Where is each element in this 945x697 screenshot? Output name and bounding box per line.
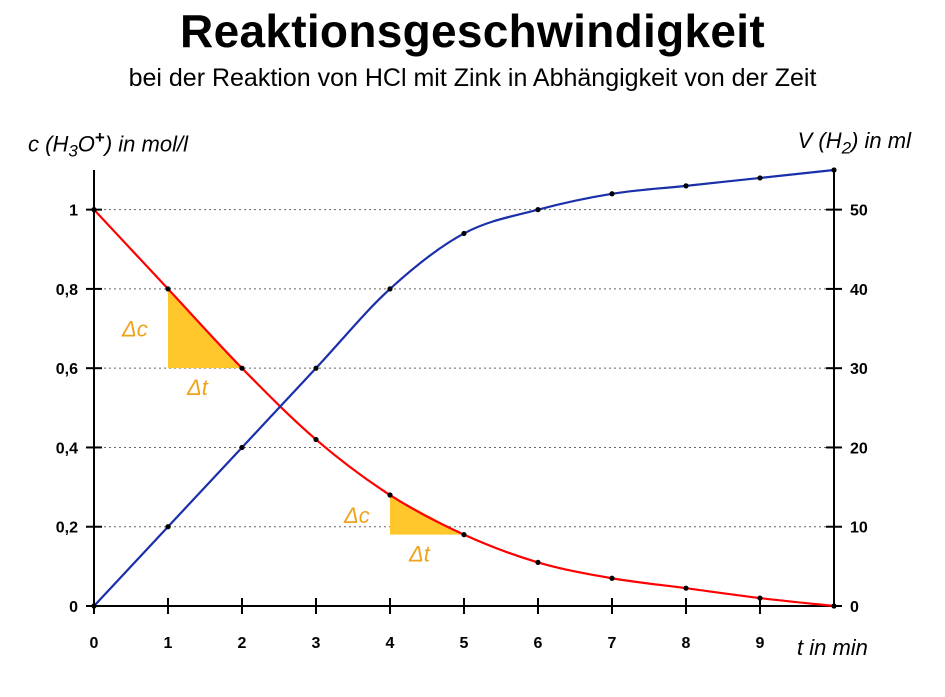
volume-data-point: [387, 286, 393, 292]
y-right-tick-label: 0: [850, 599, 859, 616]
concentration-data-point: [387, 492, 393, 498]
delta-t-label: Δt: [408, 542, 431, 567]
delta-annotations: Δc Δt Δc Δt: [121, 288, 464, 567]
concentration-data-point: [239, 365, 245, 371]
axes: [86, 170, 842, 614]
y-axis-left-label: c (H3O+) in mol/l: [28, 128, 188, 161]
volume-data-point: [461, 230, 467, 237]
y-left-tick-label: 0,8: [56, 282, 78, 299]
y-left-tick-label: 0,2: [56, 520, 78, 537]
concentration-data-point: [535, 559, 541, 566]
series: [91, 167, 837, 609]
concentration-data-point: [757, 595, 763, 601]
y-right-tick-label: 10: [850, 520, 868, 537]
y-right-tick-label: 50: [850, 203, 868, 220]
volume-data-point: [239, 444, 245, 451]
volume-data-point: [535, 207, 541, 213]
y-left-tick-label: 0: [69, 599, 78, 616]
concentration-data-point: [461, 532, 467, 538]
grid-lines: [94, 209, 834, 528]
concentration-data-point: [313, 436, 319, 443]
x-tick-label: 6: [534, 635, 543, 652]
y-left-tick-label: 1: [69, 203, 78, 220]
concentration-data-point: [165, 286, 171, 292]
delta-c-label: Δc: [343, 503, 370, 528]
x-tick-label: 2: [238, 635, 247, 652]
volume-data-point: [757, 175, 763, 181]
x-tick-label: 8: [682, 635, 691, 652]
x-tick-label: 3: [312, 635, 321, 652]
concentration-data-point: [831, 603, 837, 609]
y-right-tick-label: 30: [850, 361, 868, 378]
y-right-tick-label: 20: [850, 440, 868, 457]
x-tick-label: 1: [164, 635, 173, 652]
x-tick-label: 9: [756, 635, 765, 652]
volume-data-point: [683, 183, 689, 189]
y-left-tick-label: 0,6: [56, 361, 78, 378]
y-axis-right-label: V (H2) in ml: [797, 128, 911, 158]
volume-data-point: [165, 524, 171, 530]
concentration-data-point: [683, 585, 689, 591]
chart-title: Reaktionsgeschwindigkeit: [180, 5, 765, 57]
x-axis-label: t in min: [797, 635, 868, 660]
delta-t-label: Δt: [186, 375, 209, 400]
x-tick-label: 7: [608, 635, 617, 652]
volume-data-point: [91, 603, 97, 609]
x-tick-label: 0: [90, 635, 99, 652]
concentration-data-point: [609, 575, 615, 581]
delta-c-label: Δc: [121, 317, 148, 342]
volume-data-point: [313, 365, 319, 371]
concentration-data-point: [91, 207, 97, 213]
y-right-tick-label: 40: [850, 282, 868, 299]
x-tick-label: 4: [386, 635, 395, 652]
concentration-h3o-line: [93, 208, 835, 608]
volume-h2-line: [93, 168, 835, 607]
volume-data-point: [831, 167, 837, 173]
y-left-tick-label: 0,4: [56, 440, 78, 457]
chart-subtitle: bei der Reaktion von HCl mit Zink in Abh…: [128, 64, 817, 92]
x-tick-label: 5: [460, 635, 469, 652]
volume-data-point: [609, 191, 615, 197]
